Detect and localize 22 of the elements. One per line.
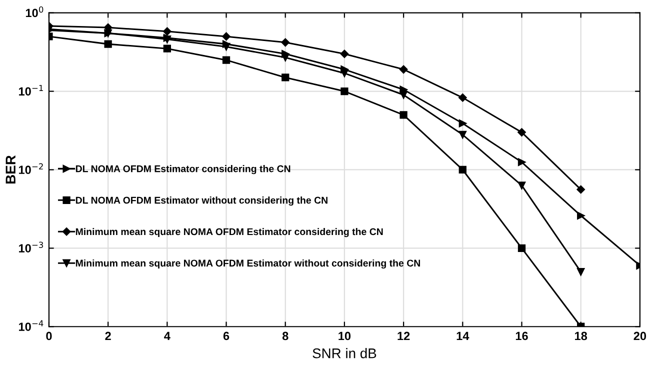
x-tick-label: 14 — [456, 332, 470, 340]
legend-label: DL NOMA OFDM Estimator considering the CN — [76, 165, 290, 174]
y-tick-label: 10$^{−2}$ — [19, 163, 43, 174]
x-tick-label: 0 — [46, 332, 52, 340]
x-tick-label: 4 — [164, 332, 170, 340]
x-axis-title: SNR in dB — [312, 348, 376, 358]
y-tick-label: 10$^{−3}$ — [19, 242, 44, 252]
y-tick-label: 10$^{−4}$ — [19, 320, 44, 331]
legend-label: Minimum mean square NOMA OFDM Estimator considering the CN — [76, 228, 383, 238]
x-tick-label: 2 — [105, 332, 111, 340]
x-tick-label: 16 — [516, 332, 528, 340]
y-tick-label: 10$^{−1}$ — [19, 84, 43, 96]
x-tick-label: 12 — [398, 332, 410, 340]
y-axis-title: BER — [6, 155, 16, 184]
legend-label: Minimum mean square NOMA OFDM Estimator without considering the CN — [76, 259, 420, 269]
y-tick-label: 10$^{0}$ — [26, 6, 44, 18]
x-tick-label: 6 — [223, 332, 230, 340]
x-tick-label: 8 — [282, 332, 288, 340]
x-tick-label: 20 — [634, 332, 646, 340]
x-tick-label: 10 — [338, 332, 351, 340]
x-tick-label: 18 — [575, 332, 588, 340]
legend-label: DL NOMA OFDM Estimator without considering the CN — [76, 196, 328, 206]
